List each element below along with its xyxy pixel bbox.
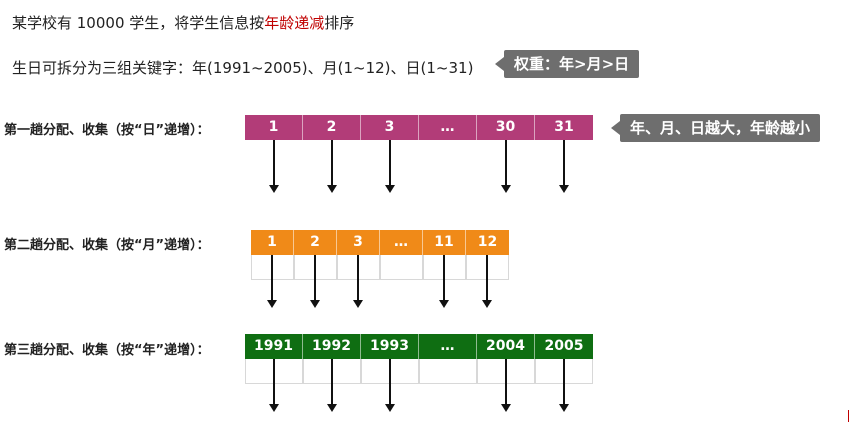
pass-3-buckets: 1991 1992 1993 … 2004 2005 bbox=[245, 334, 593, 359]
bucket-month-ellipsis: … bbox=[380, 230, 423, 255]
bucket-day-ellipsis: … bbox=[419, 115, 477, 140]
bucket-day-31: 31 bbox=[554, 119, 574, 135]
arrow-month-2 bbox=[310, 255, 320, 308]
bucket-month-3: 3 bbox=[337, 230, 380, 255]
bucket-year-1993: 1993 bbox=[361, 334, 419, 359]
arrow-year-1993 bbox=[385, 359, 395, 412]
bucket-year-2005: 2005 bbox=[544, 338, 584, 354]
pass-2-slots bbox=[251, 255, 509, 280]
age-callout: 年、月、日越大，年龄越小 bbox=[610, 114, 821, 142]
bucket-day-3: 3 bbox=[361, 115, 419, 140]
bucket-month-11: 11 bbox=[423, 230, 466, 255]
bucket-year-1991: 1991 bbox=[245, 334, 303, 359]
cursor-mark bbox=[848, 410, 849, 422]
intro-prefix: 某学校有 10000 学生，将学生信息按 bbox=[12, 14, 265, 32]
bucket-month-2: 2 bbox=[294, 230, 337, 255]
bucket-day-1: 1 bbox=[245, 115, 303, 140]
arrow-year-1992 bbox=[327, 359, 337, 412]
pass-1-buckets: 1 2 3 … 30 31 bbox=[245, 115, 593, 140]
intro-suffix: 排序 bbox=[324, 14, 355, 32]
arrow-month-11 bbox=[439, 255, 449, 308]
intro-text: 某学校有 10000 学生，将学生信息按年龄递减排序 bbox=[12, 12, 354, 33]
arrow-day-3 bbox=[385, 140, 395, 193]
bucket-day-2: 2 bbox=[303, 115, 361, 140]
pass-3-slots bbox=[245, 359, 593, 384]
slot bbox=[380, 255, 423, 280]
bucket-year-ellipsis: … bbox=[419, 334, 477, 359]
bucket-year-1992: 1992 bbox=[303, 334, 361, 359]
weight-callout: 权重：年>月>日 bbox=[494, 50, 640, 78]
arrow-day-2 bbox=[327, 140, 337, 193]
arrow-year-1991 bbox=[269, 359, 279, 412]
arrow-day-1 bbox=[269, 140, 279, 193]
bucket-month-1: 1 bbox=[251, 230, 294, 255]
slot bbox=[419, 359, 477, 384]
pass-2-label: 第二趟分配、收集（按“月”递增）： bbox=[4, 238, 210, 253]
keys-line: 生日可拆分为三组关键字：年(1991~2005)、月(1~12)、日(1~31) bbox=[12, 59, 474, 77]
arrow-month-1 bbox=[267, 255, 277, 308]
pass-1-label: 第一趟分配、收集（按“日”递增）： bbox=[4, 123, 210, 138]
arrow-month-3 bbox=[353, 255, 363, 308]
intro-highlight: 年龄递减 bbox=[264, 14, 325, 32]
bucket-month-12: 12 bbox=[477, 234, 498, 250]
arrow-day-30 bbox=[501, 140, 511, 193]
bucket-year-2004: 2004 bbox=[477, 334, 535, 359]
bucket-day-30: 30 bbox=[477, 115, 535, 140]
pass-2-buckets: 1 2 3 … 11 12 bbox=[251, 230, 509, 255]
arrow-month-12 bbox=[482, 255, 492, 308]
arrow-day-31 bbox=[559, 140, 569, 193]
pass-3-label: 第三趟分配、收集（按“年”递增）： bbox=[4, 343, 210, 358]
arrow-year-2005 bbox=[559, 359, 569, 412]
arrow-year-2004 bbox=[501, 359, 511, 412]
